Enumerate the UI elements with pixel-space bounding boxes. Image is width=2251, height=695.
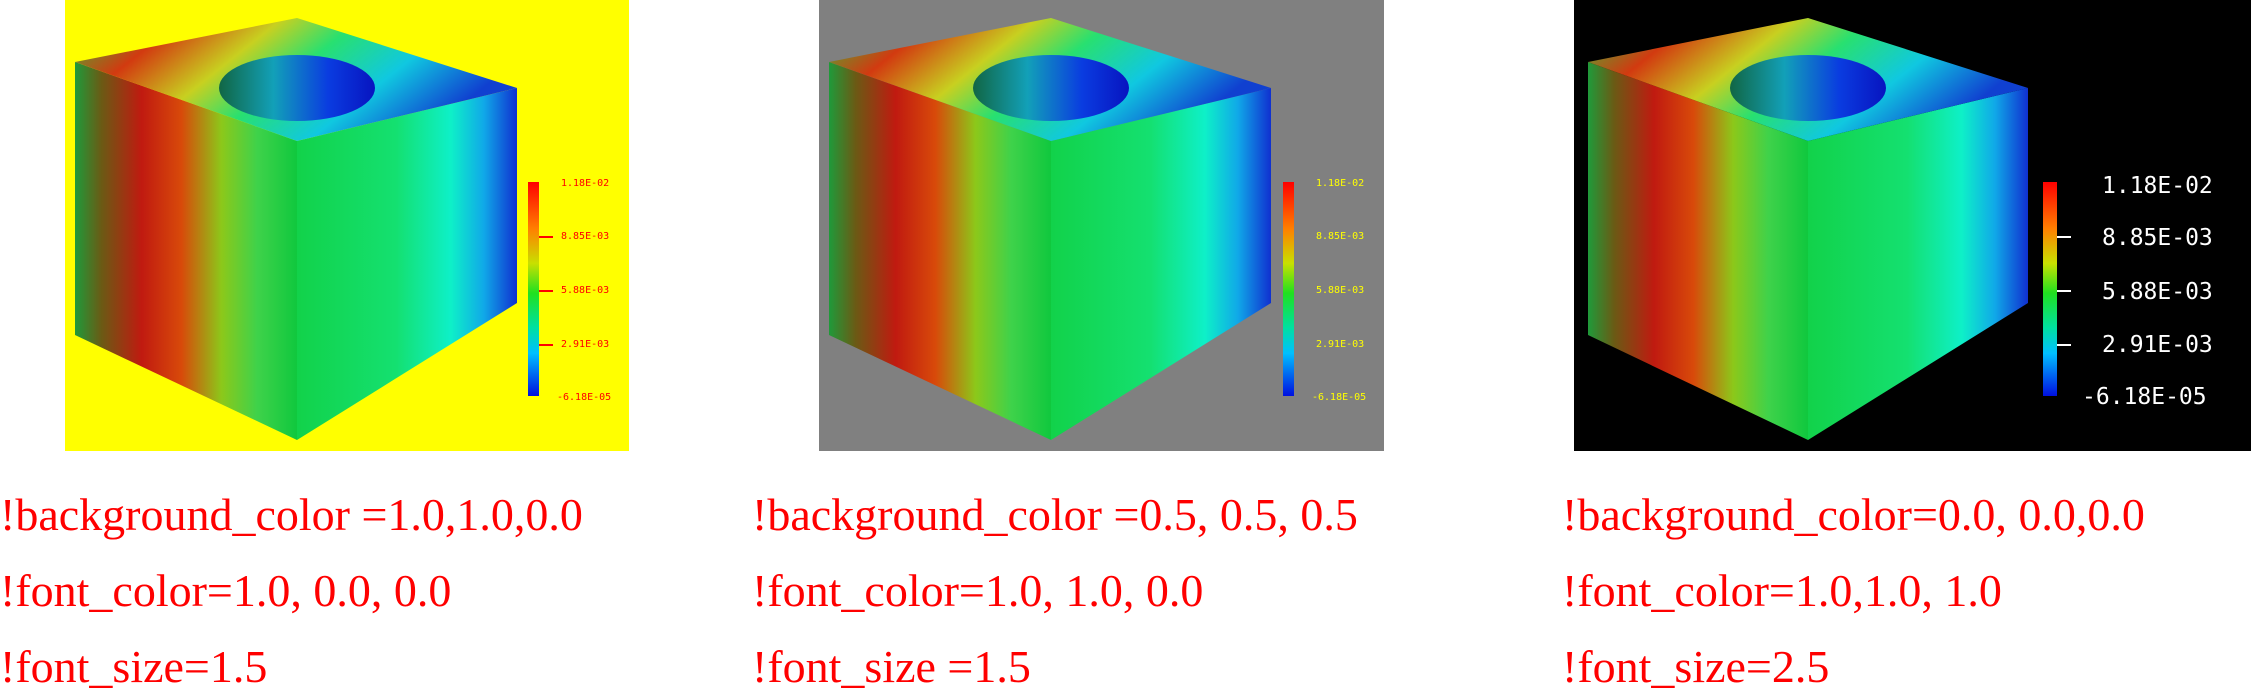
render-svg: 1.18E-02 8.85E-03 5.88E-03 2.91E-03 -6.1… xyxy=(1574,0,2251,451)
caption-font-size: !font_size=1.5 xyxy=(0,641,268,692)
legend-label-2: 8.85E-03 xyxy=(561,231,609,242)
render-viewport: 1.18E-02 8.85E-03 5.88E-03 2.91E-03 -6.1… xyxy=(1574,0,2251,451)
cube-right-face xyxy=(1051,88,1271,440)
legend-labels: 1.18E-02 8.85E-03 5.88E-03 2.91E-03 -6.1… xyxy=(2057,173,2213,410)
legend-label-3: 5.88E-03 xyxy=(1316,285,1364,296)
cube-front-face xyxy=(1588,62,1808,440)
caption-font-color: !font_color=1.0,1.0, 1.0 xyxy=(1562,565,2002,616)
caption-background-color: !background_color =1.0,1.0,0.0 xyxy=(0,489,583,540)
legend-label-3: 5.88E-03 xyxy=(2102,279,2213,305)
legend-label-max: 1.18E-02 xyxy=(2102,173,2213,199)
cube-right-face xyxy=(297,88,517,440)
legend-label-2: 8.85E-03 xyxy=(2102,225,2213,251)
cube-top-hole xyxy=(219,55,375,121)
render-svg: 1.18E-02 8.85E-03 5.88E-03 2.91E-03 -6.1… xyxy=(65,0,629,451)
color-bar xyxy=(2043,182,2057,396)
legend-label-max: 1.18E-02 xyxy=(1316,178,1364,189)
cube-right-face xyxy=(1808,88,2028,440)
cube-top-hole xyxy=(1730,55,1886,121)
color-bar xyxy=(528,182,539,396)
cube-front-face xyxy=(75,62,297,440)
legend-label-min: -6.18E-05 xyxy=(557,392,611,403)
caption-font-size: !font_size=2.5 xyxy=(1562,641,1830,692)
render-viewport: 1.18E-02 8.85E-03 5.88E-03 2.91E-03 -6.1… xyxy=(819,0,1384,451)
legend-label-2: 8.85E-03 xyxy=(1316,231,1364,242)
cube-top-hole xyxy=(973,55,1129,121)
legend-label-3: 5.88E-03 xyxy=(561,285,609,296)
legend-label-4: 2.91E-03 xyxy=(561,339,609,350)
caption-font-size: !font_size =1.5 xyxy=(752,641,1031,692)
legend-label-min: -6.18E-05 xyxy=(1312,392,1366,403)
caption-background-color: !background_color=0.0, 0.0,0.0 xyxy=(1562,489,2145,540)
render-svg: 1.18E-02 8.85E-03 5.88E-03 2.91E-03 -6.1… xyxy=(819,0,1384,451)
color-bar xyxy=(1283,182,1294,396)
legend-labels: 1.18E-02 8.85E-03 5.88E-03 2.91E-03 -6.1… xyxy=(1312,178,1366,403)
caption-font-color: !font_color=1.0, 1.0, 0.0 xyxy=(752,565,1204,616)
legend-label-4: 2.91E-03 xyxy=(1316,339,1364,350)
legend-label-4: 2.91E-03 xyxy=(2102,332,2213,358)
caption-background-color: !background_color =0.5, 0.5, 0.5 xyxy=(752,489,1358,540)
caption-font-color: !font_color=1.0, 0.0, 0.0 xyxy=(0,565,452,616)
legend-label-min: -6.18E-05 xyxy=(2082,384,2207,410)
legend-labels: 1.18E-02 8.85E-03 5.88E-03 2.91E-03 -6.1… xyxy=(539,178,611,403)
render-viewport: 1.18E-02 8.85E-03 5.88E-03 2.91E-03 -6.1… xyxy=(65,0,629,451)
cube-front-face xyxy=(829,62,1051,440)
legend-label-max: 1.18E-02 xyxy=(561,178,609,189)
